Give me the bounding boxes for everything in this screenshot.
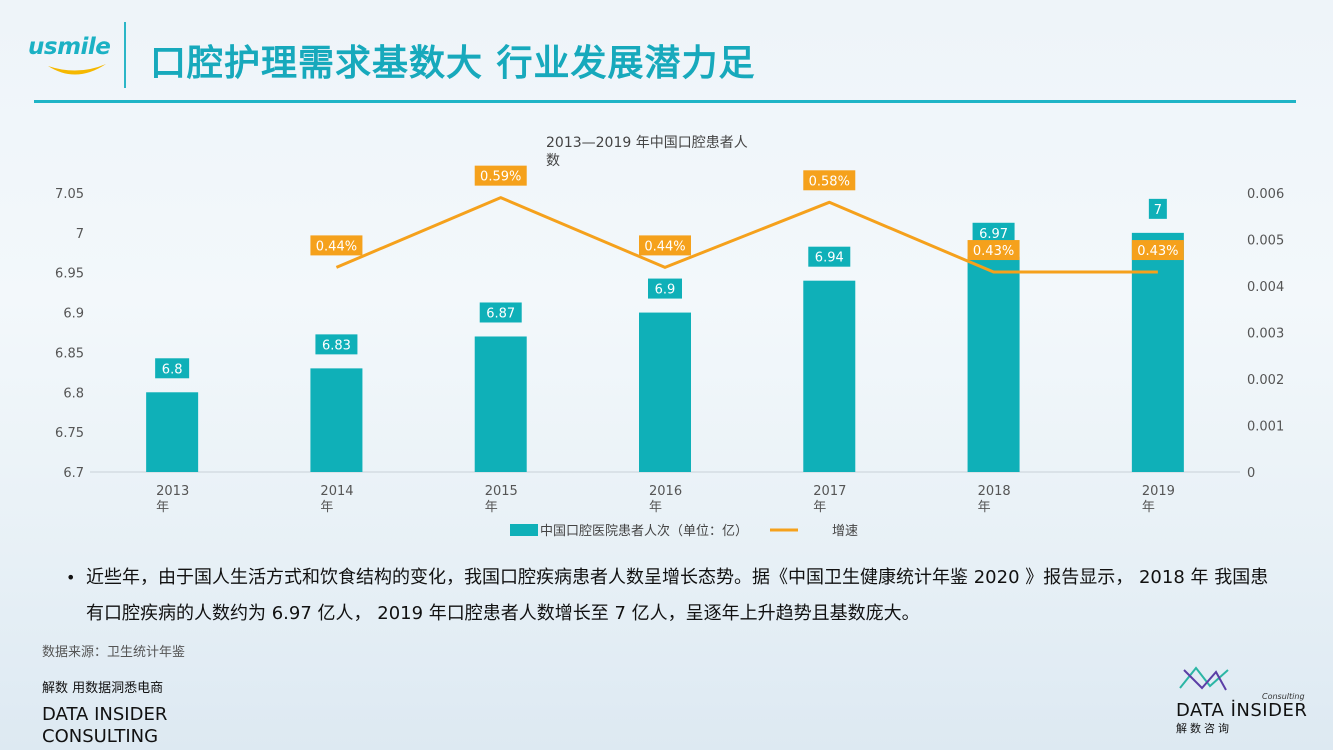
x-tick-label: 年 — [1142, 500, 1155, 515]
y-left-tick-label: 6.7 — [63, 466, 84, 481]
y-right-tick-label: 0 — [1247, 466, 1255, 481]
x-tick-label: 年 — [320, 500, 333, 515]
y-right-tick-label: 0.001 — [1247, 420, 1284, 435]
bar — [310, 368, 363, 472]
x-tick-label: 2014 — [320, 484, 353, 499]
y-left-tick-label: 7 — [76, 227, 84, 242]
line-data-label: 0.44% — [316, 239, 357, 254]
x-tick-label: 年 — [156, 500, 169, 515]
x-tick-label: 年 — [813, 500, 826, 515]
bullet-paragraph: • 近些年，由于国人生活方式和饮食结构的变化，我国口腔疾病患者人数呈增长态势。据… — [66, 560, 1276, 632]
legend-bar-label: 中国口腔医院患者人次（单位：亿） — [540, 523, 748, 539]
line-label-box — [310, 235, 363, 256]
line-label-box — [1131, 240, 1184, 261]
line-label-box — [474, 165, 527, 186]
y-right-tick-label: 0.005 — [1247, 234, 1284, 249]
bar — [639, 312, 691, 472]
header-divider — [124, 22, 126, 88]
x-tick-label: 2018 — [978, 484, 1011, 499]
y-right-tick-label: 0.002 — [1247, 373, 1284, 388]
line-label-box — [967, 240, 1020, 261]
x-tick-label: 2016 — [649, 484, 682, 499]
y-left-tick-label: 6.9 — [63, 307, 84, 322]
y-right-tick-label: 0.004 — [1247, 280, 1284, 295]
x-tick-label: 2015 — [485, 484, 518, 499]
footer-brand-line1: DATA INSIDER — [42, 704, 168, 725]
bar-label-box — [808, 246, 851, 267]
bar — [474, 336, 527, 472]
footer-brand-line2: CONSULTING — [42, 726, 159, 747]
bar — [1131, 232, 1184, 472]
x-tick-label: 年 — [978, 500, 991, 515]
title-rule — [34, 100, 1296, 103]
line-data-label: 0.59% — [480, 170, 521, 185]
line-label-box — [803, 170, 856, 191]
bar-label-box — [1148, 198, 1167, 219]
bar-label-box — [648, 278, 682, 299]
data-source: 数据来源：卫生统计年鉴 — [42, 645, 186, 660]
footer-logo-name: DATA İNSIDER — [1176, 700, 1308, 721]
line-data-label: 0.43% — [973, 244, 1014, 259]
y-left-tick-label: 6.95 — [55, 267, 84, 282]
y-left-tick-label: 7.05 — [55, 187, 84, 202]
bar-data-label: 6.83 — [322, 338, 351, 353]
page-title: 口腔护理需求基数大 行业发展潜力足 — [150, 43, 756, 84]
bar-label-box — [972, 222, 1015, 243]
bar-data-label: 6.87 — [486, 306, 515, 321]
bar-data-label: 6.9 — [655, 283, 676, 298]
growth-line — [335, 196, 1158, 274]
line-label-box — [639, 235, 691, 256]
x-tick-label: 年 — [649, 500, 662, 515]
logo-text: usmile — [28, 34, 111, 60]
y-left-tick-label: 6.8 — [63, 386, 84, 401]
legend-line-label: 增速 — [832, 524, 858, 539]
x-tick-label: 2013 — [156, 484, 189, 499]
footer-brand: DATA INSIDER CONSULTING — [42, 704, 242, 748]
bar-label-box — [479, 302, 522, 323]
y-right-tick-label: 0.006 — [1247, 187, 1284, 202]
y-left-tick-label: 6.85 — [55, 346, 84, 361]
bar — [803, 280, 856, 472]
footer-logo-sub: 解数咨询 — [1176, 722, 1232, 735]
x-tick-label: 2019 — [1142, 484, 1175, 499]
bar-data-label: 6.8 — [162, 362, 183, 377]
line-data-label: 0.43% — [1137, 244, 1178, 259]
smile-icon — [48, 64, 106, 75]
x-tick-label: 2017 — [813, 484, 846, 499]
bar-data-label: 6.97 — [979, 227, 1008, 242]
bar — [146, 392, 199, 472]
data-insider-mark-icon — [1179, 666, 1229, 691]
bar-label-box — [315, 334, 358, 355]
line-data-label: 0.58% — [809, 174, 850, 189]
data-insider-logo: Consulting DATA İNSIDER 解数咨询 — [1172, 664, 1312, 736]
chart-title-line: 数 — [546, 153, 560, 169]
legend-bar-swatch — [510, 524, 538, 536]
bullet-marker: • — [66, 568, 76, 587]
line-data-label: 0.44% — [644, 239, 685, 254]
bar-label-box — [155, 358, 190, 379]
usmile-logo: usmile — [28, 34, 120, 86]
bar — [967, 256, 1020, 472]
bullet-text: 近些年，由于国人生活方式和饮食结构的变化，我国口腔疾病患者人数呈增长态势。据《中… — [86, 567, 1269, 624]
bar-data-label: 7 — [1154, 203, 1162, 218]
bar-data-label: 6.94 — [815, 251, 844, 266]
y-left-tick-label: 6.75 — [55, 426, 84, 441]
footer-logo-tag: Consulting — [1262, 692, 1305, 701]
x-tick-label: 年 — [485, 500, 498, 515]
y-right-tick-label: 0.003 — [1247, 327, 1284, 342]
footer-slogan: 解数 用数据洞悉电商 — [42, 681, 164, 696]
chart-title-line: 2013—2019 年中国口腔患者人 — [546, 135, 748, 151]
